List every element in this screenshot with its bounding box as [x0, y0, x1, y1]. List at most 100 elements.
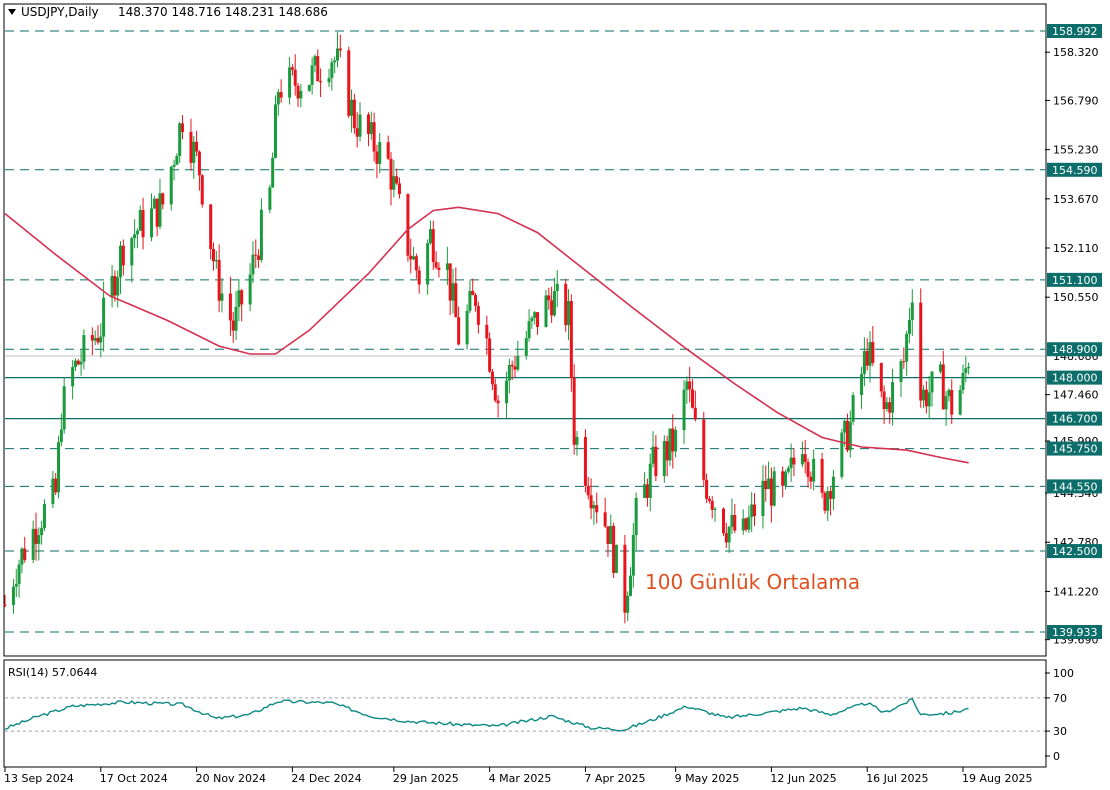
candle-bull — [59, 413, 63, 447]
candle-bear — [431, 220, 435, 270]
candle-bull — [465, 304, 469, 350]
time-tick-label: 13 Sep 2024 — [4, 772, 74, 785]
candle-bear — [228, 276, 232, 336]
candle-bull — [135, 228, 139, 249]
candle-bear — [665, 435, 669, 477]
time-tick-label: 16 Jul 2025 — [866, 772, 928, 785]
candle-bull — [634, 492, 638, 551]
candle-bear — [493, 378, 497, 403]
candle-bull — [524, 330, 528, 360]
candle-bear — [924, 381, 928, 414]
candle-bear — [212, 242, 216, 271]
candle-bear — [865, 338, 869, 371]
candle-bear — [217, 244, 221, 313]
candle-bull — [445, 246, 449, 286]
candle-bear — [457, 306, 461, 346]
price-level-tag — [1047, 24, 1102, 38]
candle-bull — [747, 505, 751, 534]
candle-bear — [488, 332, 492, 374]
candle-bear — [347, 46, 351, 119]
candle-bull — [392, 160, 396, 198]
candle-bull — [138, 205, 142, 232]
candle-bull — [14, 568, 18, 597]
price-level-label: 145.750 — [1052, 443, 1098, 456]
candle-bull — [767, 461, 771, 490]
candle-bear — [316, 49, 320, 82]
price-tick-label: 156.790 — [1053, 94, 1099, 107]
candle-bull — [662, 435, 666, 483]
candle-bear — [845, 413, 849, 453]
candle-bull — [527, 309, 531, 342]
candle-bear — [231, 311, 235, 343]
candle-bear — [406, 193, 410, 262]
candle-bear — [902, 347, 906, 369]
price-level-tag — [1047, 370, 1102, 385]
candle-bear — [240, 288, 244, 322]
candle-bull — [930, 371, 934, 407]
candle-bear — [671, 414, 675, 469]
candle-bear — [375, 144, 379, 179]
candle-bear — [702, 411, 706, 487]
candle-bull — [905, 330, 909, 377]
candles — [3, 32, 971, 624]
price-tick-label: 158.320 — [1053, 46, 1099, 59]
candle-bull — [812, 449, 816, 491]
candle-bear — [871, 325, 875, 367]
rsi-axis: 100 70 30 0 — [1045, 667, 1074, 763]
candle-bull — [234, 291, 238, 341]
candle-bear — [707, 495, 711, 504]
rsi-line — [4, 698, 969, 732]
candle-bear — [764, 465, 768, 502]
candle-bull — [299, 83, 303, 108]
candle-bear — [654, 435, 658, 482]
price-level-tag — [1047, 162, 1102, 177]
time-axis: 13 Sep 2024 17 Oct 2024 20 Nov 2024 24 Dec … — [4, 767, 1032, 785]
candle-bull — [31, 520, 35, 563]
price-tick-label: 141.220 — [1053, 585, 1099, 598]
candle-bull — [862, 337, 866, 387]
candle-bull — [307, 84, 311, 92]
candle-bull — [786, 465, 790, 474]
candle-bull — [172, 159, 176, 181]
candle-bear — [414, 253, 418, 279]
time-tick-label: 20 Nov 2024 — [196, 772, 266, 785]
price-tick-label: 155.230 — [1053, 144, 1099, 157]
candle-bear — [141, 197, 145, 250]
symbol-label: USDJPY,Daily — [21, 5, 99, 19]
candle-bull — [17, 559, 21, 598]
time-tick-label: 29 Jan 2025 — [393, 772, 459, 785]
candle-bull — [130, 236, 134, 283]
candle-bull — [685, 376, 689, 404]
candle-bear — [569, 294, 573, 392]
candle-bull — [552, 277, 556, 317]
candle-bear — [510, 360, 514, 380]
candle-bull — [533, 310, 537, 325]
candle-bull — [826, 486, 830, 522]
candle-bear — [589, 478, 593, 520]
price-level-label: 142.500 — [1052, 545, 1098, 558]
candle-bull — [251, 241, 255, 284]
chevron-down-icon[interactable] — [8, 9, 16, 15]
candle-bull — [20, 547, 24, 574]
candle-bear — [290, 64, 294, 76]
candle-bear — [409, 238, 413, 274]
candle-bear — [820, 452, 824, 499]
price-tick-label: 153.670 — [1053, 193, 1099, 206]
candle-bear — [96, 325, 100, 345]
candle-bull — [631, 522, 635, 588]
candle-bear — [3, 594, 7, 608]
price-level-label: 144.550 — [1052, 480, 1098, 493]
candle-bear — [395, 168, 399, 185]
candle-bull — [412, 246, 416, 261]
candle-bull — [378, 133, 382, 174]
candle-bear — [155, 198, 159, 237]
candle-bear — [950, 379, 954, 425]
candle-bull — [150, 193, 154, 242]
candle-bull — [567, 289, 571, 341]
candle-bear — [366, 112, 370, 147]
candle-bear — [485, 315, 489, 355]
candle-bull — [259, 198, 263, 263]
price-level-tag — [1047, 441, 1102, 456]
candle-bull — [741, 509, 745, 535]
candle-bear — [417, 266, 421, 294]
